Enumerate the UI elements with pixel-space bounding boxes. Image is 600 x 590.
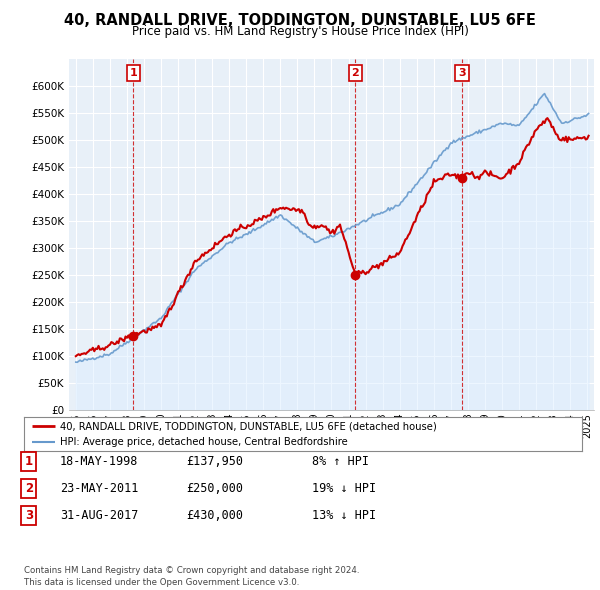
Text: £137,950: £137,950 [186,455,243,468]
Text: 31-AUG-2017: 31-AUG-2017 [60,509,139,522]
Text: Price paid vs. HM Land Registry's House Price Index (HPI): Price paid vs. HM Land Registry's House … [131,25,469,38]
Text: 2: 2 [25,482,33,495]
Text: Contains HM Land Registry data © Crown copyright and database right 2024.
This d: Contains HM Land Registry data © Crown c… [24,566,359,587]
Text: £430,000: £430,000 [186,509,243,522]
Text: 3: 3 [458,68,466,78]
Text: 3: 3 [25,509,33,522]
Text: £250,000: £250,000 [186,482,243,495]
Text: 23-MAY-2011: 23-MAY-2011 [60,482,139,495]
Text: 13% ↓ HPI: 13% ↓ HPI [312,509,376,522]
Text: 2: 2 [352,68,359,78]
Text: 18-MAY-1998: 18-MAY-1998 [60,455,139,468]
Text: 40, RANDALL DRIVE, TODDINGTON, DUNSTABLE, LU5 6FE (detached house): 40, RANDALL DRIVE, TODDINGTON, DUNSTABLE… [60,421,437,431]
Text: 1: 1 [25,455,33,468]
Text: 1: 1 [130,68,137,78]
Text: 8% ↑ HPI: 8% ↑ HPI [312,455,369,468]
Text: HPI: Average price, detached house, Central Bedfordshire: HPI: Average price, detached house, Cent… [60,437,348,447]
Text: 40, RANDALL DRIVE, TODDINGTON, DUNSTABLE, LU5 6FE: 40, RANDALL DRIVE, TODDINGTON, DUNSTABLE… [64,13,536,28]
Text: 19% ↓ HPI: 19% ↓ HPI [312,482,376,495]
